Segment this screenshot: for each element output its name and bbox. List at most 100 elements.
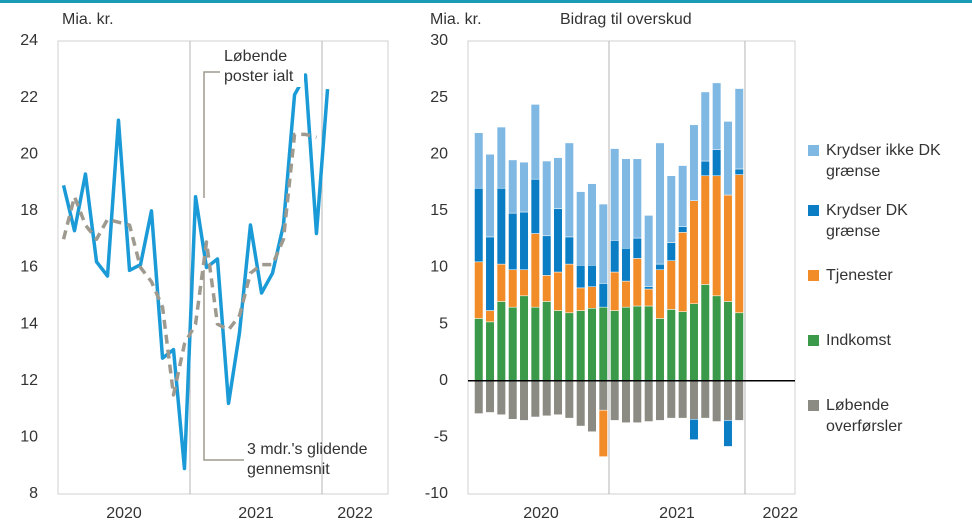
top-rule	[0, 0, 972, 3]
bar-segment	[485, 154, 495, 238]
x-tick-label: 2020	[106, 505, 142, 522]
bar-segment	[598, 380, 608, 411]
bar-segment	[474, 187, 484, 263]
bar-segment	[474, 261, 484, 319]
bar-segment	[632, 305, 642, 382]
bar-segment	[678, 311, 688, 382]
bar-segment	[678, 226, 688, 233]
y-tick-label: 14	[20, 315, 38, 332]
legend-swatch	[808, 335, 819, 346]
y-tick-label: 5	[439, 315, 448, 332]
bar-segment	[564, 263, 574, 314]
bar-segment	[655, 263, 665, 271]
bar-segment	[553, 157, 563, 209]
bar-segment	[734, 312, 744, 381]
bar-segment	[666, 260, 676, 310]
bar-segment	[542, 301, 552, 382]
bar-segment	[712, 82, 722, 150]
bar-segment	[621, 158, 631, 249]
bar-segment	[723, 301, 733, 382]
bar-segment	[519, 161, 529, 213]
bar-segment	[519, 211, 529, 271]
bar-segment	[576, 380, 586, 427]
series-line	[61, 132, 317, 397]
bar-segment	[576, 191, 586, 266]
bar-segment	[644, 305, 654, 382]
bar-segment	[508, 159, 518, 214]
bar-segment	[474, 132, 484, 189]
bar-segment	[530, 306, 540, 382]
bar-segment	[564, 236, 574, 265]
legend-swatch	[808, 145, 819, 156]
legend-entry: Indkomst	[808, 330, 966, 351]
bar-segment	[598, 306, 608, 382]
y-tick-label: 25	[430, 89, 448, 106]
bar-segment	[644, 380, 654, 422]
bar-segment	[564, 312, 574, 381]
legend-swatch	[808, 270, 819, 281]
bar-segment	[587, 183, 597, 266]
y-tick-label: 16	[20, 259, 38, 276]
y-tick-label: 0	[439, 372, 448, 389]
x-tick-label: 2022	[337, 505, 373, 522]
bar-segment	[530, 104, 540, 180]
bar-segment	[666, 242, 676, 261]
y-tick-label: 20	[430, 145, 448, 162]
bar-segment	[655, 142, 665, 265]
bar-segment	[587, 286, 597, 309]
legend-label: Krydser DK grænse	[826, 202, 908, 240]
legend-entry: Krydser ikke DK grænse	[808, 140, 966, 182]
x-tick-label: 2022	[763, 505, 799, 522]
legend-entry: Krydser DK grænse	[808, 200, 966, 242]
bar-segment	[610, 380, 620, 421]
x-tick-label: 2020	[523, 505, 559, 522]
annotation-connector	[203, 71, 220, 198]
bar-segment	[610, 271, 620, 311]
bar-segment	[598, 409, 608, 457]
legend-label: Krydser ikke DK grænse	[826, 142, 941, 180]
bar-segment	[621, 280, 631, 308]
chart-title: Bidrag til overskud	[560, 11, 692, 28]
bar-segment	[689, 200, 699, 304]
bar-segment	[553, 271, 563, 311]
legend-entry: Tjenester	[808, 265, 966, 286]
bar-segment	[723, 420, 733, 447]
plot-frame	[57, 40, 389, 495]
y-axis-label: Mia. kr.	[62, 11, 114, 28]
legend-label: Tjenester	[826, 267, 893, 284]
bar-segment	[485, 380, 495, 413]
bar-segment	[678, 380, 688, 419]
bar-segment	[485, 310, 495, 323]
bar-segment	[644, 288, 654, 307]
bar-segment	[712, 295, 722, 381]
bar-segment	[576, 287, 586, 311]
bar-segment	[689, 303, 699, 381]
bar-segment	[700, 91, 710, 162]
bar-segment	[666, 380, 676, 419]
bar-segment	[542, 380, 552, 417]
bar-segment	[610, 310, 620, 381]
bar-segment	[508, 380, 518, 420]
bar-segment	[700, 160, 710, 177]
y-tick-label: 10	[430, 259, 448, 276]
bar-segment	[632, 237, 642, 259]
bar-segment	[644, 286, 654, 290]
bar-segment	[666, 309, 676, 381]
bar-segment	[632, 258, 642, 307]
bar-segment	[496, 187, 506, 265]
bar-segment	[542, 235, 552, 276]
bar-segment	[508, 212, 518, 271]
bar-segment	[734, 380, 744, 421]
bar-segment	[496, 263, 506, 302]
bar-segment	[496, 126, 506, 189]
bar-segment	[553, 380, 563, 415]
bar-segment	[508, 306, 518, 382]
bar-segment	[632, 380, 642, 423]
legend-label: Løbende overførsler	[826, 397, 903, 435]
bar-segment	[632, 158, 642, 239]
bar-segment	[712, 175, 722, 297]
bar-segment	[564, 142, 574, 238]
y-tick-label: 10	[20, 429, 38, 446]
y-tick-label: 24	[20, 32, 38, 49]
bar-segment	[576, 264, 586, 289]
